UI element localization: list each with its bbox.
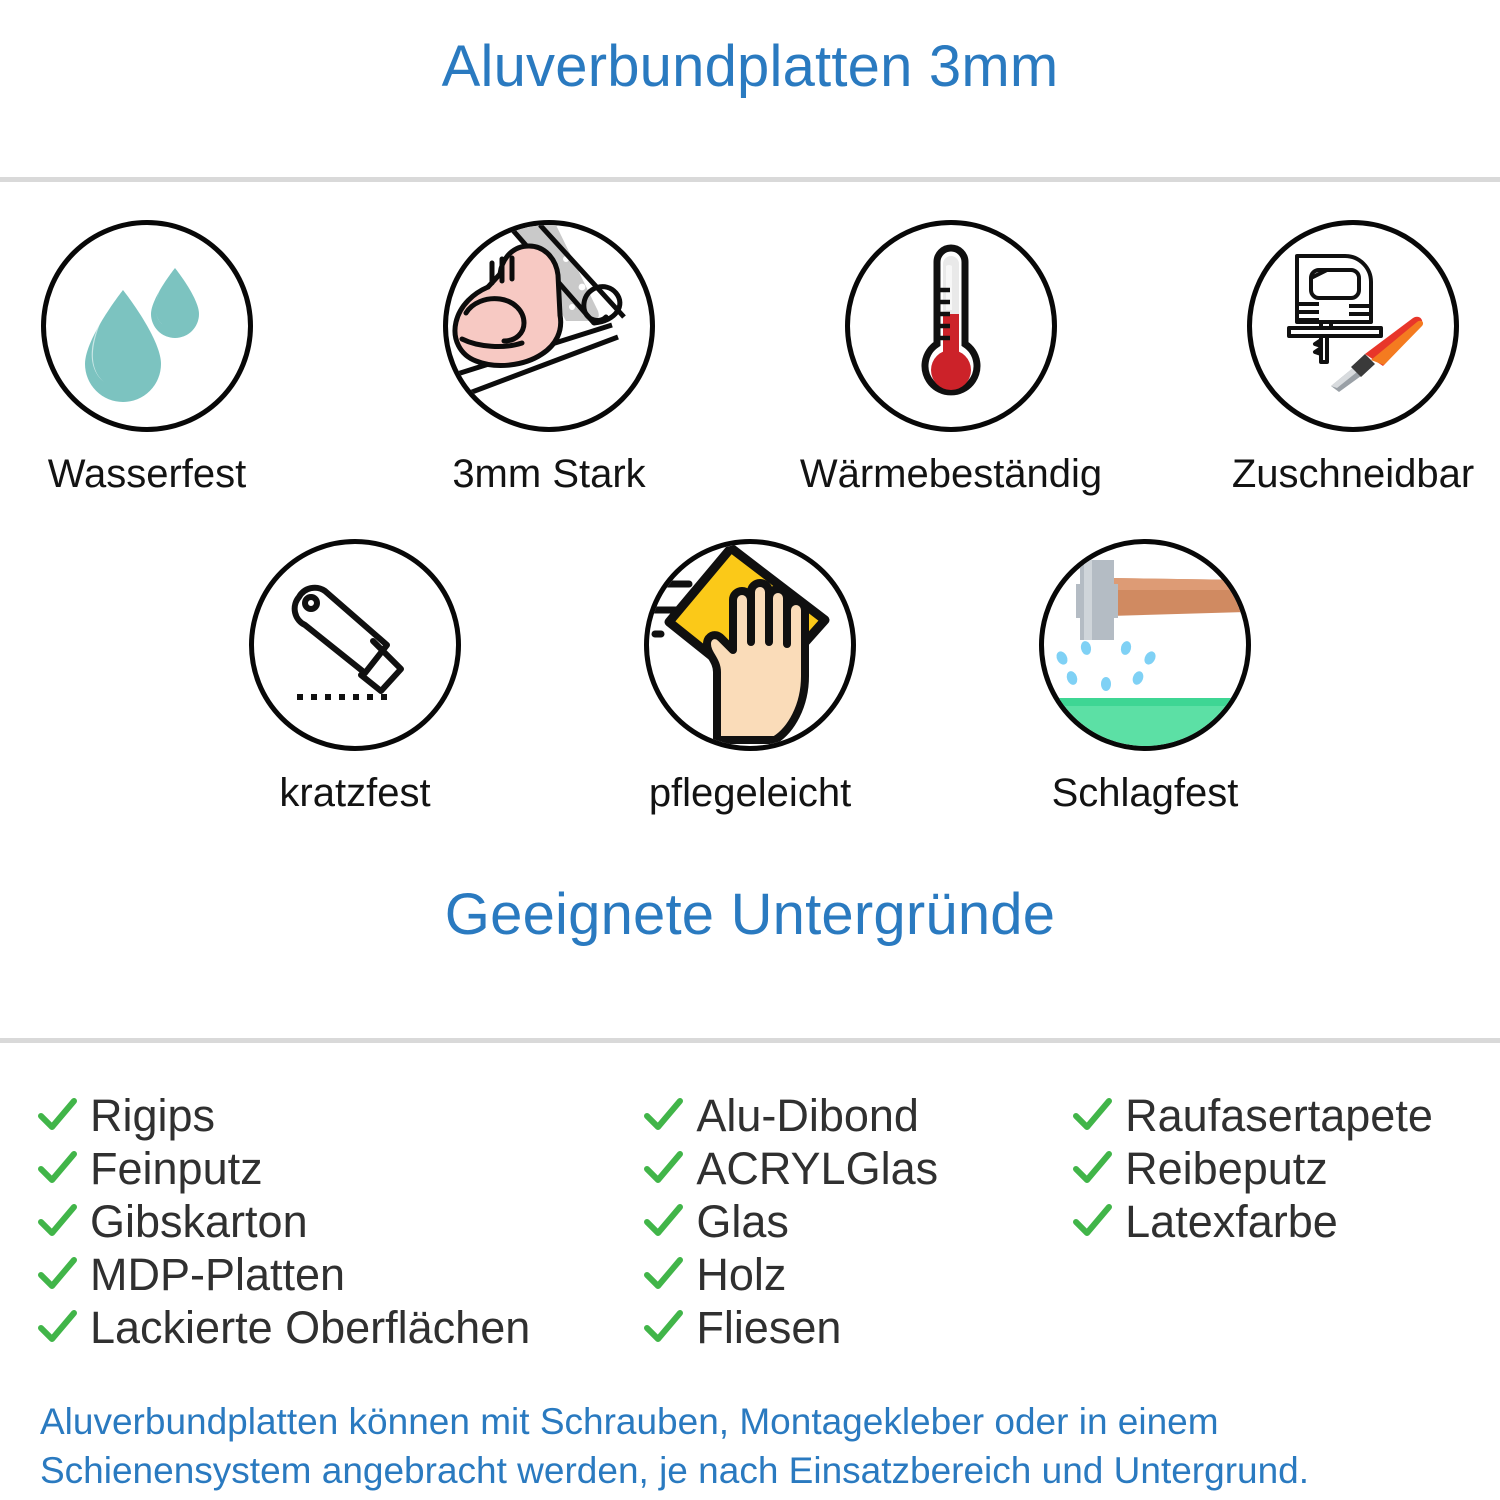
check-icon — [36, 1306, 78, 1348]
list-item: Latexfarbe — [1071, 1195, 1490, 1248]
check-icon — [36, 1253, 78, 1295]
feature-label: kratzfest — [279, 770, 431, 815]
list-item: MDP-Platten — [36, 1248, 642, 1301]
feature-label: 3mm Stark — [452, 451, 646, 496]
list-item-label: Glas — [696, 1195, 789, 1247]
badge-kratzfest — [249, 538, 461, 751]
feature-waermebestaendig: Wärmebeständig — [800, 219, 1102, 495]
list-item: Raufasertapete — [1071, 1089, 1490, 1142]
checklist-column-1: Rigips Feinputz Gibskarton MDP-Platten — [36, 1089, 642, 1354]
badge-waermebestaendig — [845, 219, 1057, 432]
list-item-label: Feinputz — [90, 1142, 263, 1194]
list-item-label: Fliesen — [696, 1301, 842, 1353]
list-item: Feinputz — [36, 1142, 642, 1195]
badge-pflegeleicht — [644, 538, 856, 751]
list-item-label: Holz — [696, 1248, 787, 1300]
feature-label: Wärmebeständig — [799, 451, 1103, 496]
feature-pflegeleicht: pflegeleicht — [625, 538, 875, 815]
divider-top — [0, 176, 1500, 182]
list-item-label: ACRYLGlas — [696, 1142, 939, 1194]
list-item: Holz — [642, 1248, 1071, 1301]
water-drops-icon — [85, 267, 199, 402]
list-item-label: Latexfarbe — [1125, 1195, 1338, 1247]
mounting-note: Aluverbundplatten können mit Schrauben, … — [40, 1400, 1310, 1491]
check-icon — [642, 1147, 684, 1189]
feature-3mm-stark: 3mm Stark — [424, 219, 674, 496]
list-item: Reibeputz — [1071, 1142, 1490, 1195]
feature-schlagfest: Schlagfest — [1020, 538, 1270, 815]
divider-middle — [0, 1037, 1500, 1043]
list-item-label: Gibskarton — [90, 1195, 308, 1247]
check-icon — [642, 1094, 684, 1136]
list-item: Rigips — [36, 1089, 642, 1142]
feature-kratzfest: kratzfest — [230, 538, 480, 815]
feature-label: Schlagfest — [1051, 770, 1239, 815]
check-icon — [36, 1147, 78, 1189]
suitable-surfaces-list: Rigips Feinputz Gibskarton MDP-Platten — [0, 1089, 1500, 1354]
check-icon — [642, 1306, 684, 1348]
check-icon — [642, 1200, 684, 1242]
feature-grid: Wasserfest — [0, 182, 1500, 814]
flexed-arm-icon — [452, 224, 626, 398]
list-item-label: Reibeputz — [1125, 1142, 1328, 1194]
hammer-impact-icon — [1044, 559, 1246, 746]
list-item-label: Raufasertapete — [1125, 1089, 1433, 1141]
feature-zuschneidbar: Zuschneidbar — [1228, 219, 1478, 496]
check-icon — [1071, 1147, 1113, 1189]
cutter-blade-icon — [291, 584, 404, 700]
check-icon — [1071, 1200, 1113, 1242]
list-item-label: Lackierte Oberflächen — [90, 1301, 531, 1353]
list-item: Gibskarton — [36, 1195, 642, 1248]
feature-wasserfest: Wasserfest — [22, 219, 272, 496]
badge-3mm-stark — [443, 219, 655, 432]
check-icon — [36, 1200, 78, 1242]
hand-cloth-icon — [649, 543, 830, 744]
list-item: Lackierte Oberflächen — [36, 1301, 642, 1354]
feature-label: Wasserfest — [47, 451, 247, 496]
checklist-column-2: Alu-Dibond ACRYLGlas Glas Holz — [642, 1089, 1071, 1354]
section-title-untergruende: Geeignete Untergründe — [444, 881, 1056, 947]
check-icon — [1071, 1094, 1113, 1136]
badge-schlagfest — [1039, 538, 1251, 751]
thermometer-icon — [921, 244, 981, 396]
jigsaw-knife-icon — [1287, 253, 1424, 392]
list-item-label: Rigips — [90, 1089, 216, 1141]
badge-zuschneidbar — [1247, 219, 1459, 432]
feature-row-2: kratzfest — [0, 538, 1500, 815]
page-title: Aluverbundplatten 3mm — [441, 34, 1059, 99]
badge-wasserfest — [41, 219, 253, 432]
check-icon — [36, 1094, 78, 1136]
list-item: Alu-Dibond — [642, 1089, 1071, 1142]
check-icon — [642, 1253, 684, 1295]
list-item: ACRYLGlas — [642, 1142, 1071, 1195]
checklist-column-3: Raufasertapete Reibeputz Latexfarbe — [1071, 1089, 1490, 1248]
list-item-label: MDP-Platten — [90, 1248, 346, 1300]
list-item: Glas — [642, 1195, 1071, 1248]
feature-row-1: Wasserfest — [0, 219, 1500, 496]
list-item-label: Alu-Dibond — [696, 1089, 919, 1141]
feature-label: pflegeleicht — [648, 770, 852, 815]
feature-label: Zuschneidbar — [1231, 451, 1475, 496]
list-item: Fliesen — [642, 1301, 1071, 1354]
